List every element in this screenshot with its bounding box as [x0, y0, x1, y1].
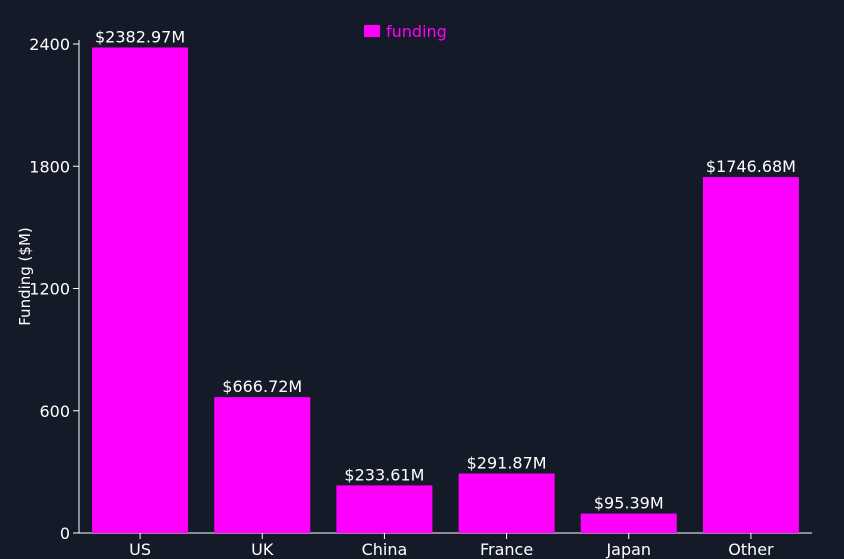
y-axis: 0 600 1200 1800 2400: [29, 35, 80, 543]
y-tick-label: 0: [60, 524, 70, 543]
data-label-uk: $666.72M: [222, 377, 302, 396]
bar-other[interactable]: [702, 177, 799, 533]
data-label-other: $1746.68M: [706, 157, 796, 176]
x-tick-label: UK: [251, 540, 274, 559]
bar-us[interactable]: [92, 47, 189, 534]
x-axis: US UK China France Japan Other: [79, 532, 812, 559]
data-label-us: $2382.97M: [95, 27, 185, 46]
legend-label-funding: funding: [386, 22, 447, 41]
x-tick-label: Other: [728, 540, 774, 559]
y-tick-label: 1200: [29, 280, 70, 299]
y-tick-label: 1800: [29, 157, 70, 176]
legend[interactable]: funding: [364, 22, 447, 41]
data-label-japan: $95.39M: [594, 494, 664, 513]
data-label-china: $233.61M: [344, 465, 424, 484]
x-tick-label: US: [129, 540, 151, 559]
x-tick-label: France: [480, 540, 533, 559]
data-label-france: $291.87M: [467, 454, 547, 473]
x-tick-label: Japan: [605, 540, 651, 559]
data-labels: $2382.97M $666.72M $233.61M $291.87M $95.39M…: [95, 27, 796, 512]
bar-china[interactable]: [336, 485, 433, 533]
y-tick-label: 2400: [29, 35, 70, 54]
bars: [92, 47, 799, 534]
bar-japan[interactable]: [580, 513, 677, 533]
y-tick-label: 600: [39, 402, 70, 421]
x-tick-label: China: [362, 540, 408, 559]
legend-swatch-funding: [364, 25, 380, 37]
y-axis-title: Funding ($M): [16, 227, 34, 326]
bar-france[interactable]: [458, 473, 555, 533]
bar-uk[interactable]: [214, 397, 311, 533]
